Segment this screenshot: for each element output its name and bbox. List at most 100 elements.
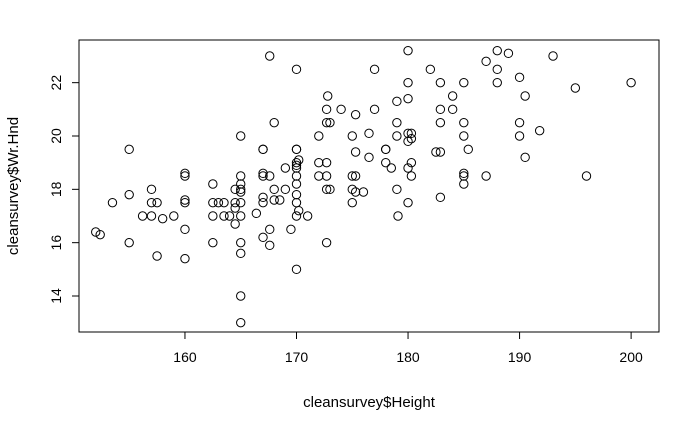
data-point [336,104,346,115]
data-point [514,117,525,128]
data-point [208,211,218,221]
data-point [146,197,157,208]
data-point [321,237,332,248]
data-point [265,224,275,235]
data-point [236,131,246,141]
data-point [492,77,502,88]
data-point [219,197,229,208]
data-point [534,125,545,136]
data-point [347,197,357,208]
data-point [107,197,118,208]
data-point [514,131,525,141]
data-point [230,203,240,213]
data-point [180,195,190,205]
data-point [321,171,332,181]
data-point [258,144,268,155]
data-point [435,117,446,128]
data-point [350,147,361,157]
x-tick-label: 190 [508,349,532,365]
data-point [425,64,436,75]
data-point [406,128,417,139]
data-point [208,237,218,248]
data-point [291,179,302,189]
data-point [230,197,240,208]
data-point [381,157,391,168]
data-point [321,157,332,168]
data-point [321,184,332,195]
y-axis-label: cleansurvey$Wr.Hnd [5,117,22,255]
data-point [435,147,446,157]
data-point [169,211,179,221]
data-point [152,251,162,261]
data-point [146,211,157,221]
data-point [435,77,446,88]
data-point [520,152,530,163]
data-point [230,184,240,195]
data-point [325,117,335,128]
data-point [265,171,275,181]
data-point [236,237,246,248]
data-point [146,184,157,195]
data-point [291,64,302,75]
data-point [463,144,473,155]
data-point [236,291,246,301]
data-point [269,117,279,128]
data-point [219,211,229,221]
data-point [236,171,246,181]
data-point [626,77,636,88]
data-point [275,195,285,205]
x-tick-label: 180 [396,349,420,365]
data-point [236,211,246,221]
data-point [459,179,469,189]
y-tick-label: 14 [48,288,64,304]
data-points [91,45,636,328]
data-point [403,77,413,88]
data-point [364,152,374,163]
data-point [347,184,357,195]
data-point [269,195,279,205]
data-point [124,144,134,155]
data-point [364,128,374,139]
data-point [321,104,332,115]
data-point [280,184,291,195]
data-point [435,104,446,115]
data-point [291,157,302,168]
data-point [321,117,332,128]
data-point [350,187,361,197]
data-point [358,187,369,197]
data-point [386,163,397,173]
data-point [291,264,302,275]
data-point [180,253,190,264]
data-point [459,77,469,88]
y-tick-label: 22 [48,75,64,91]
y-tick-label: 16 [48,235,64,251]
data-point [392,117,402,128]
data-point [236,197,246,208]
data-point [124,189,134,200]
data-point [447,104,458,115]
data-point [431,147,441,157]
data-point [258,168,268,179]
data-point [459,168,469,179]
data-point [236,184,246,195]
data-point [350,171,361,181]
data-point [258,171,268,181]
data-point [403,93,413,104]
data-point [347,131,357,141]
data-point [570,83,581,93]
data-point [459,117,469,128]
data-point [393,211,403,221]
data-point [403,45,413,56]
data-point [95,229,105,240]
data-point [581,171,592,181]
data-point [392,96,402,107]
data-point [481,56,491,67]
data-point [286,224,296,235]
data-point [157,213,168,224]
data-point [435,192,446,203]
data-point [503,48,514,59]
data-point [520,91,530,101]
data-point [180,171,190,181]
data-point [213,197,224,208]
